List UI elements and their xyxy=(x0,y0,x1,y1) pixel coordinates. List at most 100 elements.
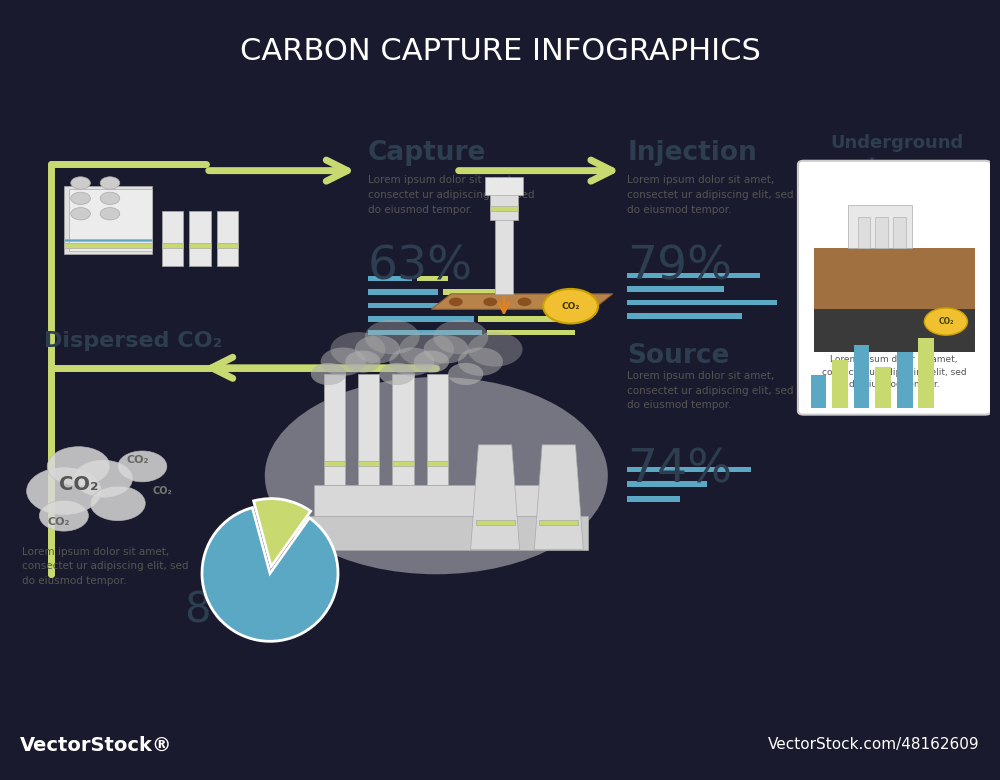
Bar xyxy=(478,317,558,322)
Text: Injection: Injection xyxy=(627,140,757,166)
Polygon shape xyxy=(539,520,578,525)
Circle shape xyxy=(448,363,483,385)
Circle shape xyxy=(27,468,101,515)
Text: VectorStock.com/48162609: VectorStock.com/48162609 xyxy=(768,737,980,753)
Circle shape xyxy=(345,350,380,373)
Text: CO₂: CO₂ xyxy=(938,317,954,326)
Bar xyxy=(832,360,848,408)
Ellipse shape xyxy=(265,377,608,574)
Circle shape xyxy=(379,363,415,385)
Text: 74%: 74% xyxy=(627,448,733,493)
Circle shape xyxy=(311,363,346,385)
Bar xyxy=(443,289,496,295)
Bar xyxy=(627,481,707,487)
Circle shape xyxy=(100,207,120,220)
Polygon shape xyxy=(314,485,559,516)
Circle shape xyxy=(71,207,90,220)
Bar xyxy=(897,353,913,408)
Bar xyxy=(627,496,680,502)
Text: CO₂: CO₂ xyxy=(59,475,98,495)
Bar xyxy=(627,286,724,292)
Polygon shape xyxy=(490,207,518,211)
Polygon shape xyxy=(64,239,152,242)
Polygon shape xyxy=(814,310,975,353)
Wedge shape xyxy=(202,508,338,641)
Bar xyxy=(875,367,891,408)
Polygon shape xyxy=(162,211,183,266)
Polygon shape xyxy=(358,374,379,485)
Circle shape xyxy=(71,177,90,189)
Circle shape xyxy=(118,451,167,482)
Text: CO₂: CO₂ xyxy=(152,486,172,496)
Text: 79%: 79% xyxy=(627,245,733,289)
Polygon shape xyxy=(392,462,414,466)
Text: Dispersed CO₂: Dispersed CO₂ xyxy=(44,331,223,351)
Bar xyxy=(854,345,869,408)
Polygon shape xyxy=(476,520,515,525)
Polygon shape xyxy=(814,248,975,310)
Text: CARBON CAPTURE INFOGRAPHICS: CARBON CAPTURE INFOGRAPHICS xyxy=(240,37,760,66)
Text: Lorem ipsum dolor sit amet,
consectet ur adipiscing elit, sed
do eiusmod tempor.: Lorem ipsum dolor sit amet, consectet ur… xyxy=(22,547,188,586)
Bar xyxy=(368,289,438,295)
Circle shape xyxy=(552,297,566,307)
Circle shape xyxy=(321,347,366,376)
Polygon shape xyxy=(217,211,238,266)
Polygon shape xyxy=(426,462,448,466)
Circle shape xyxy=(449,297,463,307)
Polygon shape xyxy=(64,243,152,248)
Text: CO₂: CO₂ xyxy=(48,517,70,526)
Circle shape xyxy=(90,486,145,520)
Text: Source: Source xyxy=(627,343,730,369)
Circle shape xyxy=(389,347,434,376)
Polygon shape xyxy=(858,217,870,248)
Bar xyxy=(368,275,412,282)
Polygon shape xyxy=(69,189,152,250)
Circle shape xyxy=(100,177,120,189)
Bar xyxy=(811,374,826,408)
Circle shape xyxy=(458,347,503,376)
Polygon shape xyxy=(64,186,152,254)
FancyBboxPatch shape xyxy=(798,161,991,415)
Circle shape xyxy=(330,332,385,367)
Circle shape xyxy=(924,308,967,335)
Circle shape xyxy=(424,335,469,363)
Bar xyxy=(627,314,742,319)
Polygon shape xyxy=(324,462,345,466)
Text: CO₂: CO₂ xyxy=(561,302,580,310)
Text: Lorem ipsum dolor sit amet,
consectet ur adipiscing elit, sed
do eiusmod tempor.: Lorem ipsum dolor sit amet, consectet ur… xyxy=(627,371,794,410)
Text: 63%: 63% xyxy=(368,245,473,289)
Polygon shape xyxy=(471,445,520,550)
Polygon shape xyxy=(217,243,238,248)
Polygon shape xyxy=(392,374,414,485)
Polygon shape xyxy=(875,217,888,248)
Polygon shape xyxy=(495,201,513,294)
Circle shape xyxy=(74,460,132,497)
Text: Capture: Capture xyxy=(368,140,486,166)
Polygon shape xyxy=(426,374,448,485)
Polygon shape xyxy=(431,294,613,310)
Bar xyxy=(627,300,777,305)
Text: Lorem ipsum dolor sit amet,
consectet ur adipiscing elit, sed
do eiusmod tempor.: Lorem ipsum dolor sit amet, consectet ur… xyxy=(627,175,794,214)
Circle shape xyxy=(414,350,449,373)
Circle shape xyxy=(71,192,90,204)
Circle shape xyxy=(399,332,454,367)
Polygon shape xyxy=(848,204,912,248)
Polygon shape xyxy=(490,189,518,220)
Polygon shape xyxy=(189,211,211,266)
Polygon shape xyxy=(324,374,345,485)
Bar xyxy=(368,317,474,322)
Polygon shape xyxy=(358,462,379,466)
Circle shape xyxy=(47,447,110,486)
Bar xyxy=(417,275,448,282)
Circle shape xyxy=(365,320,420,354)
Text: Lorem ipsum dolor sit amet,
consectet ur adipiscing elit, sed
do eiusmod tempor.: Lorem ipsum dolor sit amet, consectet ur… xyxy=(368,175,534,214)
Polygon shape xyxy=(189,243,211,248)
Bar xyxy=(368,330,482,335)
Bar xyxy=(368,303,456,308)
Bar xyxy=(627,466,751,472)
Circle shape xyxy=(100,192,120,204)
Bar xyxy=(627,272,760,278)
Circle shape xyxy=(433,320,488,354)
Circle shape xyxy=(355,335,400,363)
Circle shape xyxy=(543,289,598,324)
